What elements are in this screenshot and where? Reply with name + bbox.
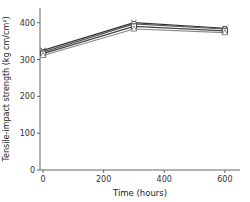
series-line bbox=[43, 29, 225, 56]
x-tick bbox=[164, 170, 165, 173]
point bbox=[131, 26, 137, 31]
background bbox=[0, 0, 250, 202]
y-tick bbox=[37, 133, 40, 134]
y-tick bbox=[37, 170, 40, 171]
point bbox=[222, 30, 228, 35]
x-tick bbox=[43, 170, 44, 173]
plot-area bbox=[40, 20, 228, 57]
x-tick-label: 400 bbox=[157, 175, 172, 184]
y-axis-line bbox=[40, 8, 41, 170]
x-axis-line bbox=[40, 170, 240, 171]
x-axis-label: Time (hours) bbox=[112, 188, 167, 198]
y-tick bbox=[37, 59, 40, 60]
y-tick-label: 100 bbox=[20, 129, 35, 138]
x-tick-label: 600 bbox=[217, 175, 232, 184]
x-tick-label: 0 bbox=[40, 175, 45, 184]
y-tick bbox=[37, 96, 40, 97]
chart: 0 200 400 600 0 100 200 300 400 Time (hours) Tensi… bbox=[0, 0, 250, 202]
point bbox=[40, 52, 46, 57]
y-tick bbox=[37, 22, 40, 23]
x-tick bbox=[103, 170, 104, 173]
series-line bbox=[43, 26, 225, 53]
x-tick-label: 200 bbox=[96, 175, 111, 184]
y-tick-label: 400 bbox=[20, 19, 35, 28]
y-axis-label: Tensile-impact strength (kg cm/cm²) bbox=[2, 16, 11, 162]
x-tick bbox=[224, 170, 225, 173]
y-tick-label: 300 bbox=[20, 56, 35, 65]
y-tick-label: 200 bbox=[20, 92, 35, 101]
y-tick-label: 0 bbox=[30, 166, 35, 175]
